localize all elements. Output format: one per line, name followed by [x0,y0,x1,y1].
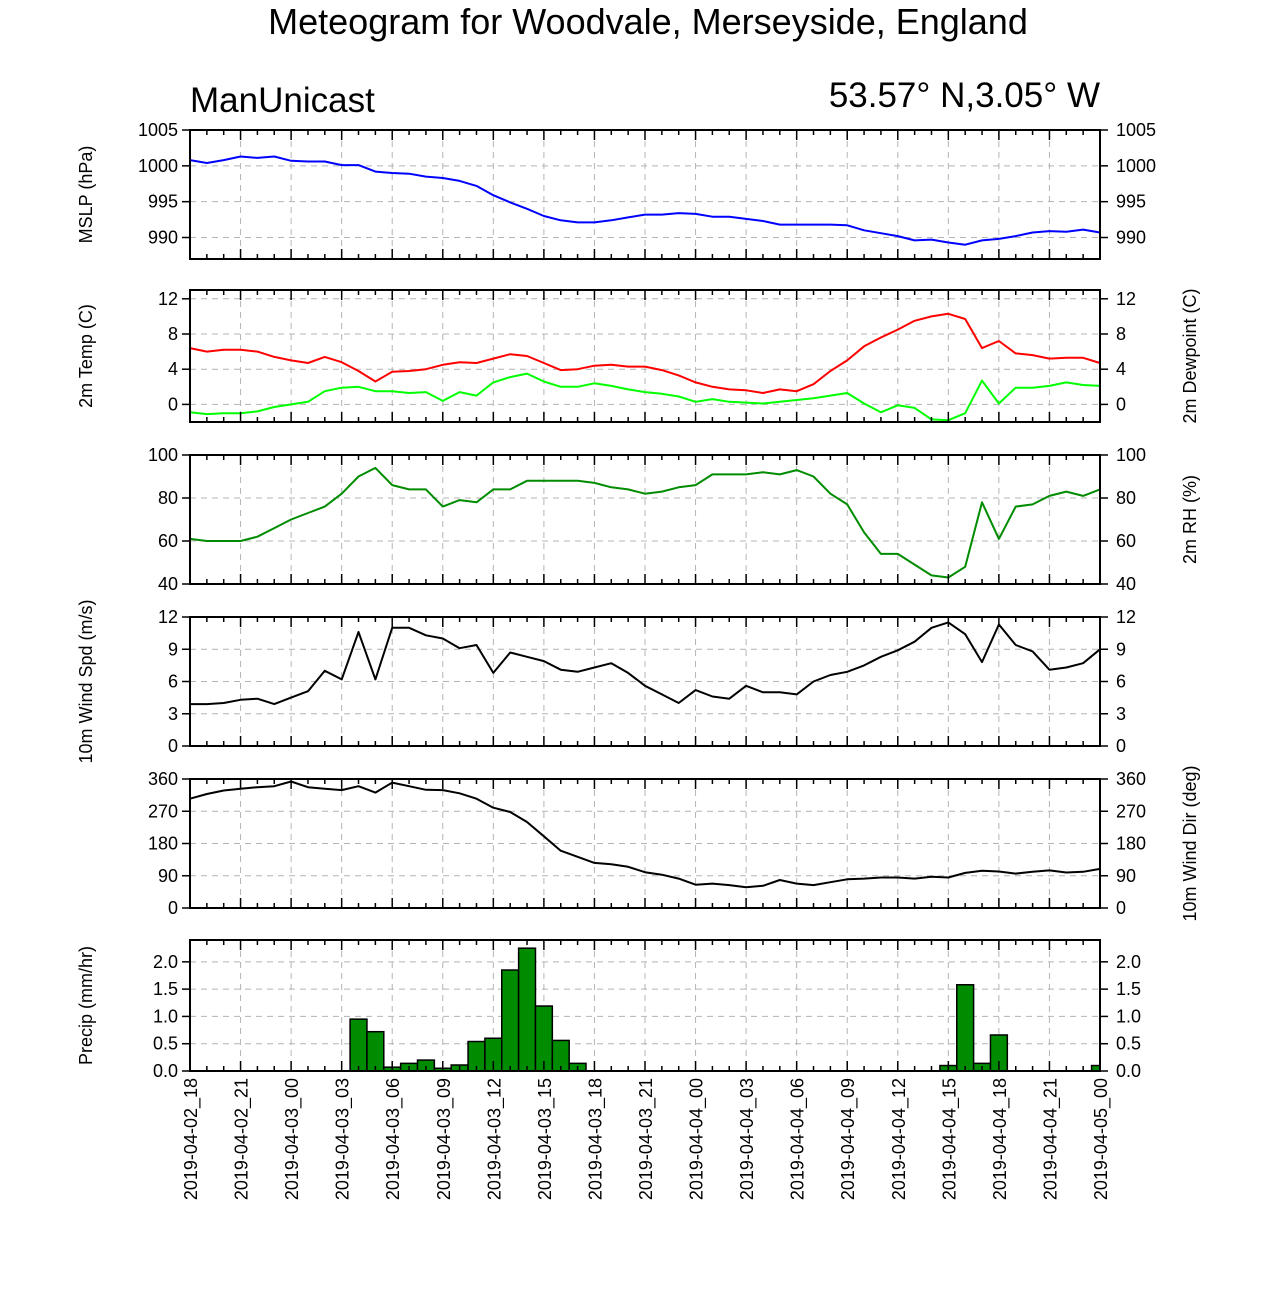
temperature-y-tick-label-right: 8 [1116,324,1126,344]
wind_speed-y-tick-label: 0 [168,736,178,756]
wind_speed-y-tick-label-right: 12 [1116,607,1136,627]
time-axis-label: 2019-04-05_00 [1091,1078,1112,1200]
wind_dir-y-tick-label-right: 90 [1116,866,1136,886]
mslp-y-tick-label-right: 995 [1116,192,1146,212]
wind_dir-series-line [189,780,1101,889]
precip-bar [501,969,520,1072]
wind_speed-y-tick-label: 9 [168,639,178,659]
precip-y-tick-label-right: 2.0 [1116,952,1141,972]
precip-y-tick-label-right: 1.5 [1116,979,1141,999]
precip-bar [349,1018,368,1072]
mslp-y-tick-label: 990 [148,228,178,248]
precip-y-tick-label: 0.0 [153,1061,178,1081]
wind_dir-y-tick-label-right: 360 [1116,769,1146,789]
time-axis-label: 2019-04-03_12 [484,1078,505,1200]
rh-y-tick-label: 100 [148,445,178,465]
wind_speed-y-tick-label-right: 9 [1116,639,1126,659]
rh-y-tick-label-right: 40 [1116,574,1136,594]
mslp-series-line [189,155,1101,246]
time-axis-label: 2019-04-02_21 [232,1078,253,1200]
wind_dir-y-tick-label-right: 180 [1116,834,1146,854]
wind_dir-y-tick-label: 270 [148,801,178,821]
chart-title: Meteogram for Woodvale, Merseyside, Engl… [268,1,1028,42]
precip-y-tick-label: 0.5 [153,1034,178,1054]
time-axis-label: 2019-04-04_03 [737,1078,758,1200]
rh-panel-frame [189,454,1101,585]
wind_dir-y-tick-label: 180 [148,834,178,854]
precip-bar [517,947,537,1072]
temperature-y-tick-label-right: 12 [1116,289,1136,309]
mslp-y-tick-label: 1000 [138,156,178,176]
rh-y-tick-label-right: 80 [1116,488,1136,508]
wind_dir-y-tick-label-right: 0 [1116,898,1126,918]
temperature-ylabel-right: 2m Dewpoint (C) [1180,288,1200,423]
time-axis-label: 2019-04-03_06 [383,1078,404,1200]
rh-y-tick-label: 40 [158,574,178,594]
rh-y-tick-label-right: 60 [1116,531,1136,551]
precip-y-tick-label-right: 0.5 [1116,1034,1141,1054]
precip-y-tick-label-right: 0.0 [1116,1061,1141,1081]
wind_dir-y-tick-label: 90 [158,866,178,886]
time-axis-label: 2019-04-04_18 [990,1078,1011,1200]
temperature-y-tick-label-right: 0 [1116,394,1126,414]
time-axis-label: 2019-04-04_06 [788,1078,809,1200]
time-axis-label: 2019-04-04_21 [1040,1078,1061,1200]
time-axis-label: 2019-04-03_00 [282,1078,303,1200]
mslp-y-tick-label-right: 990 [1116,228,1146,248]
wind_speed-y-tick-label-right: 6 [1116,672,1126,692]
rh-y-tick-label-right: 100 [1116,445,1146,465]
precip-bar [366,1030,385,1072]
location-label: 53.57° N,3.05° W [829,76,1100,115]
mslp-y-tick-label-right: 1005 [1116,120,1156,140]
mslp-y-tick-label: 1005 [138,120,178,140]
precip-bar [956,984,975,1072]
time-axis-label: 2019-04-04_00 [687,1078,708,1200]
time-axis-label: 2019-04-02_18 [181,1078,202,1200]
precip-y-tick-label: 2.0 [153,952,178,972]
time-axis-label: 2019-04-04_09 [838,1078,859,1200]
temperature-y-tick-label: 4 [168,359,178,379]
temperature-y-tick-label: 12 [158,289,178,309]
wind_speed-y-tick-label-right: 0 [1116,736,1126,756]
precip-y-tick-label: 1.5 [153,979,178,999]
mslp-panel-frame [189,129,1101,260]
temperature-ylabel-left: 2m Temp (C) [76,304,96,408]
precip-y-tick-label-right: 1.0 [1116,1006,1141,1026]
wind_speed-y-tick-label: 6 [168,672,178,692]
wind_dir-y-tick-label: 360 [148,769,178,789]
time-axis-label: 2019-04-03_21 [636,1078,657,1200]
wind_speed-y-tick-label-right: 3 [1116,704,1126,724]
wind_dir-y-tick-label: 0 [168,898,178,918]
precip-y-tick-label: 1.0 [153,1006,178,1026]
mslp-y-tick-label: 995 [148,192,178,212]
time-axis-label: 2019-04-03_03 [333,1078,354,1200]
rh-ylabel-right: 2m RH (%) [1180,475,1200,564]
wind_speed-ylabel-left: 10m Wind Spd (m/s) [76,599,96,763]
time-axis-label: 2019-04-03_15 [535,1078,556,1200]
wind_speed-y-tick-label: 12 [158,607,178,627]
time-axis-label: 2019-04-04_15 [939,1078,960,1200]
model-label: ManUnicast [190,81,375,120]
time-axis-label: 2019-04-03_09 [434,1078,455,1200]
mslp-ylabel-left: MSLP (hPa) [76,146,96,244]
precip-ylabel-left: Precip (mm/hr) [76,946,96,1065]
time-axis-label: 2019-04-04_12 [889,1078,910,1200]
time-axis-label: 2019-04-03_18 [585,1078,606,1200]
temperature-y-tick-label: 0 [168,394,178,414]
wind_dir-y-tick-label-right: 270 [1116,801,1146,821]
wind_speed-y-tick-label: 3 [168,704,178,724]
temperature-y-tick-label: 8 [168,324,178,344]
temperature-y-tick-label-right: 4 [1116,359,1126,379]
rh-y-tick-label: 80 [158,488,178,508]
mslp-y-tick-label-right: 1000 [1116,156,1156,176]
wind_dir-ylabel-right: 10m Wind Dir (deg) [1180,765,1200,921]
rh-y-tick-label: 60 [158,531,178,551]
temp-series-line [189,312,1101,394]
